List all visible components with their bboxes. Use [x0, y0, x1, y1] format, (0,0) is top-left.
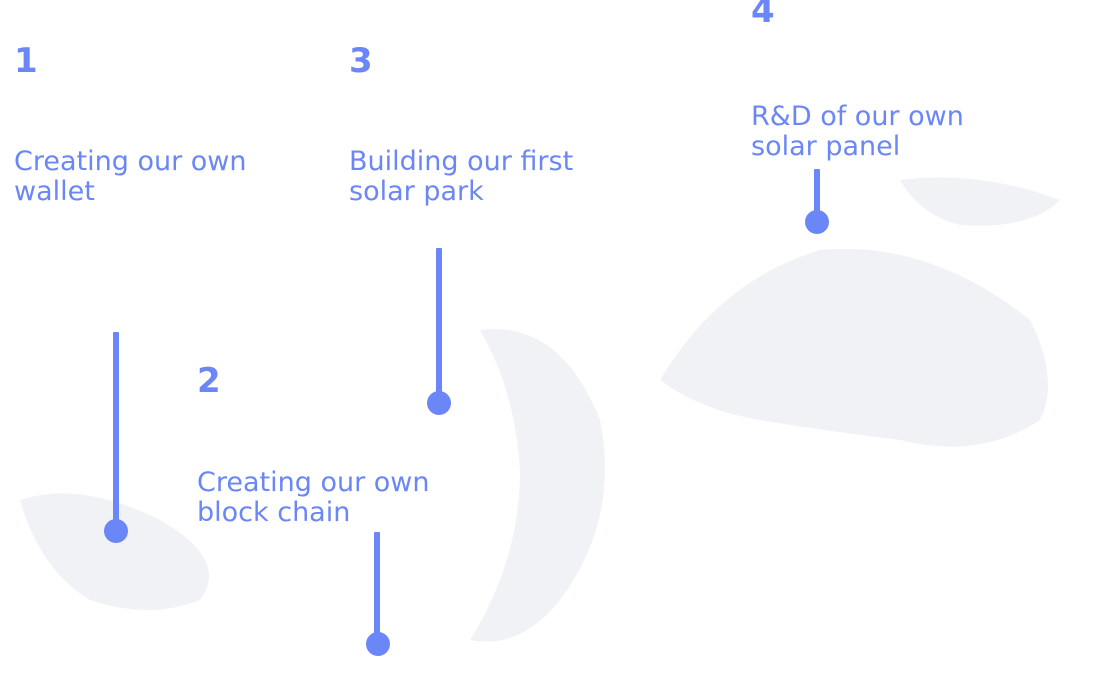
step-4-stem	[814, 169, 820, 213]
step-3-stem	[436, 248, 442, 392]
step-1-stem	[113, 332, 119, 522]
step-3-marker	[427, 391, 451, 415]
step-1-marker	[104, 519, 128, 543]
step-4-number: 4	[751, 0, 775, 31]
step-3-label: Building our first solar park	[349, 146, 574, 207]
step-1-number: 1	[14, 41, 38, 81]
step-3-number: 3	[349, 41, 373, 81]
step-2-stem	[374, 532, 380, 634]
step-4-marker	[805, 210, 829, 234]
step-2-label: Creating our own block chain	[197, 467, 430, 528]
step-4-label: R&D of our own solar panel	[751, 101, 964, 162]
step-2-number: 2	[197, 361, 221, 401]
step-1-label: Creating our own wallet	[14, 146, 247, 207]
step-2-marker	[366, 632, 390, 656]
